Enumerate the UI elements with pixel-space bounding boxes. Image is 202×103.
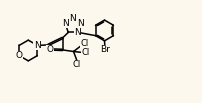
Text: N: N [69, 13, 76, 23]
Text: O: O [46, 45, 53, 54]
Text: Cl: Cl [81, 48, 90, 57]
Text: Cl: Cl [80, 39, 89, 48]
Text: N: N [34, 41, 41, 50]
Text: N: N [62, 19, 69, 28]
Text: N: N [74, 28, 81, 37]
Text: O: O [16, 51, 23, 60]
Text: Cl: Cl [73, 60, 81, 69]
Text: Br: Br [100, 45, 110, 54]
Text: N: N [77, 19, 84, 28]
